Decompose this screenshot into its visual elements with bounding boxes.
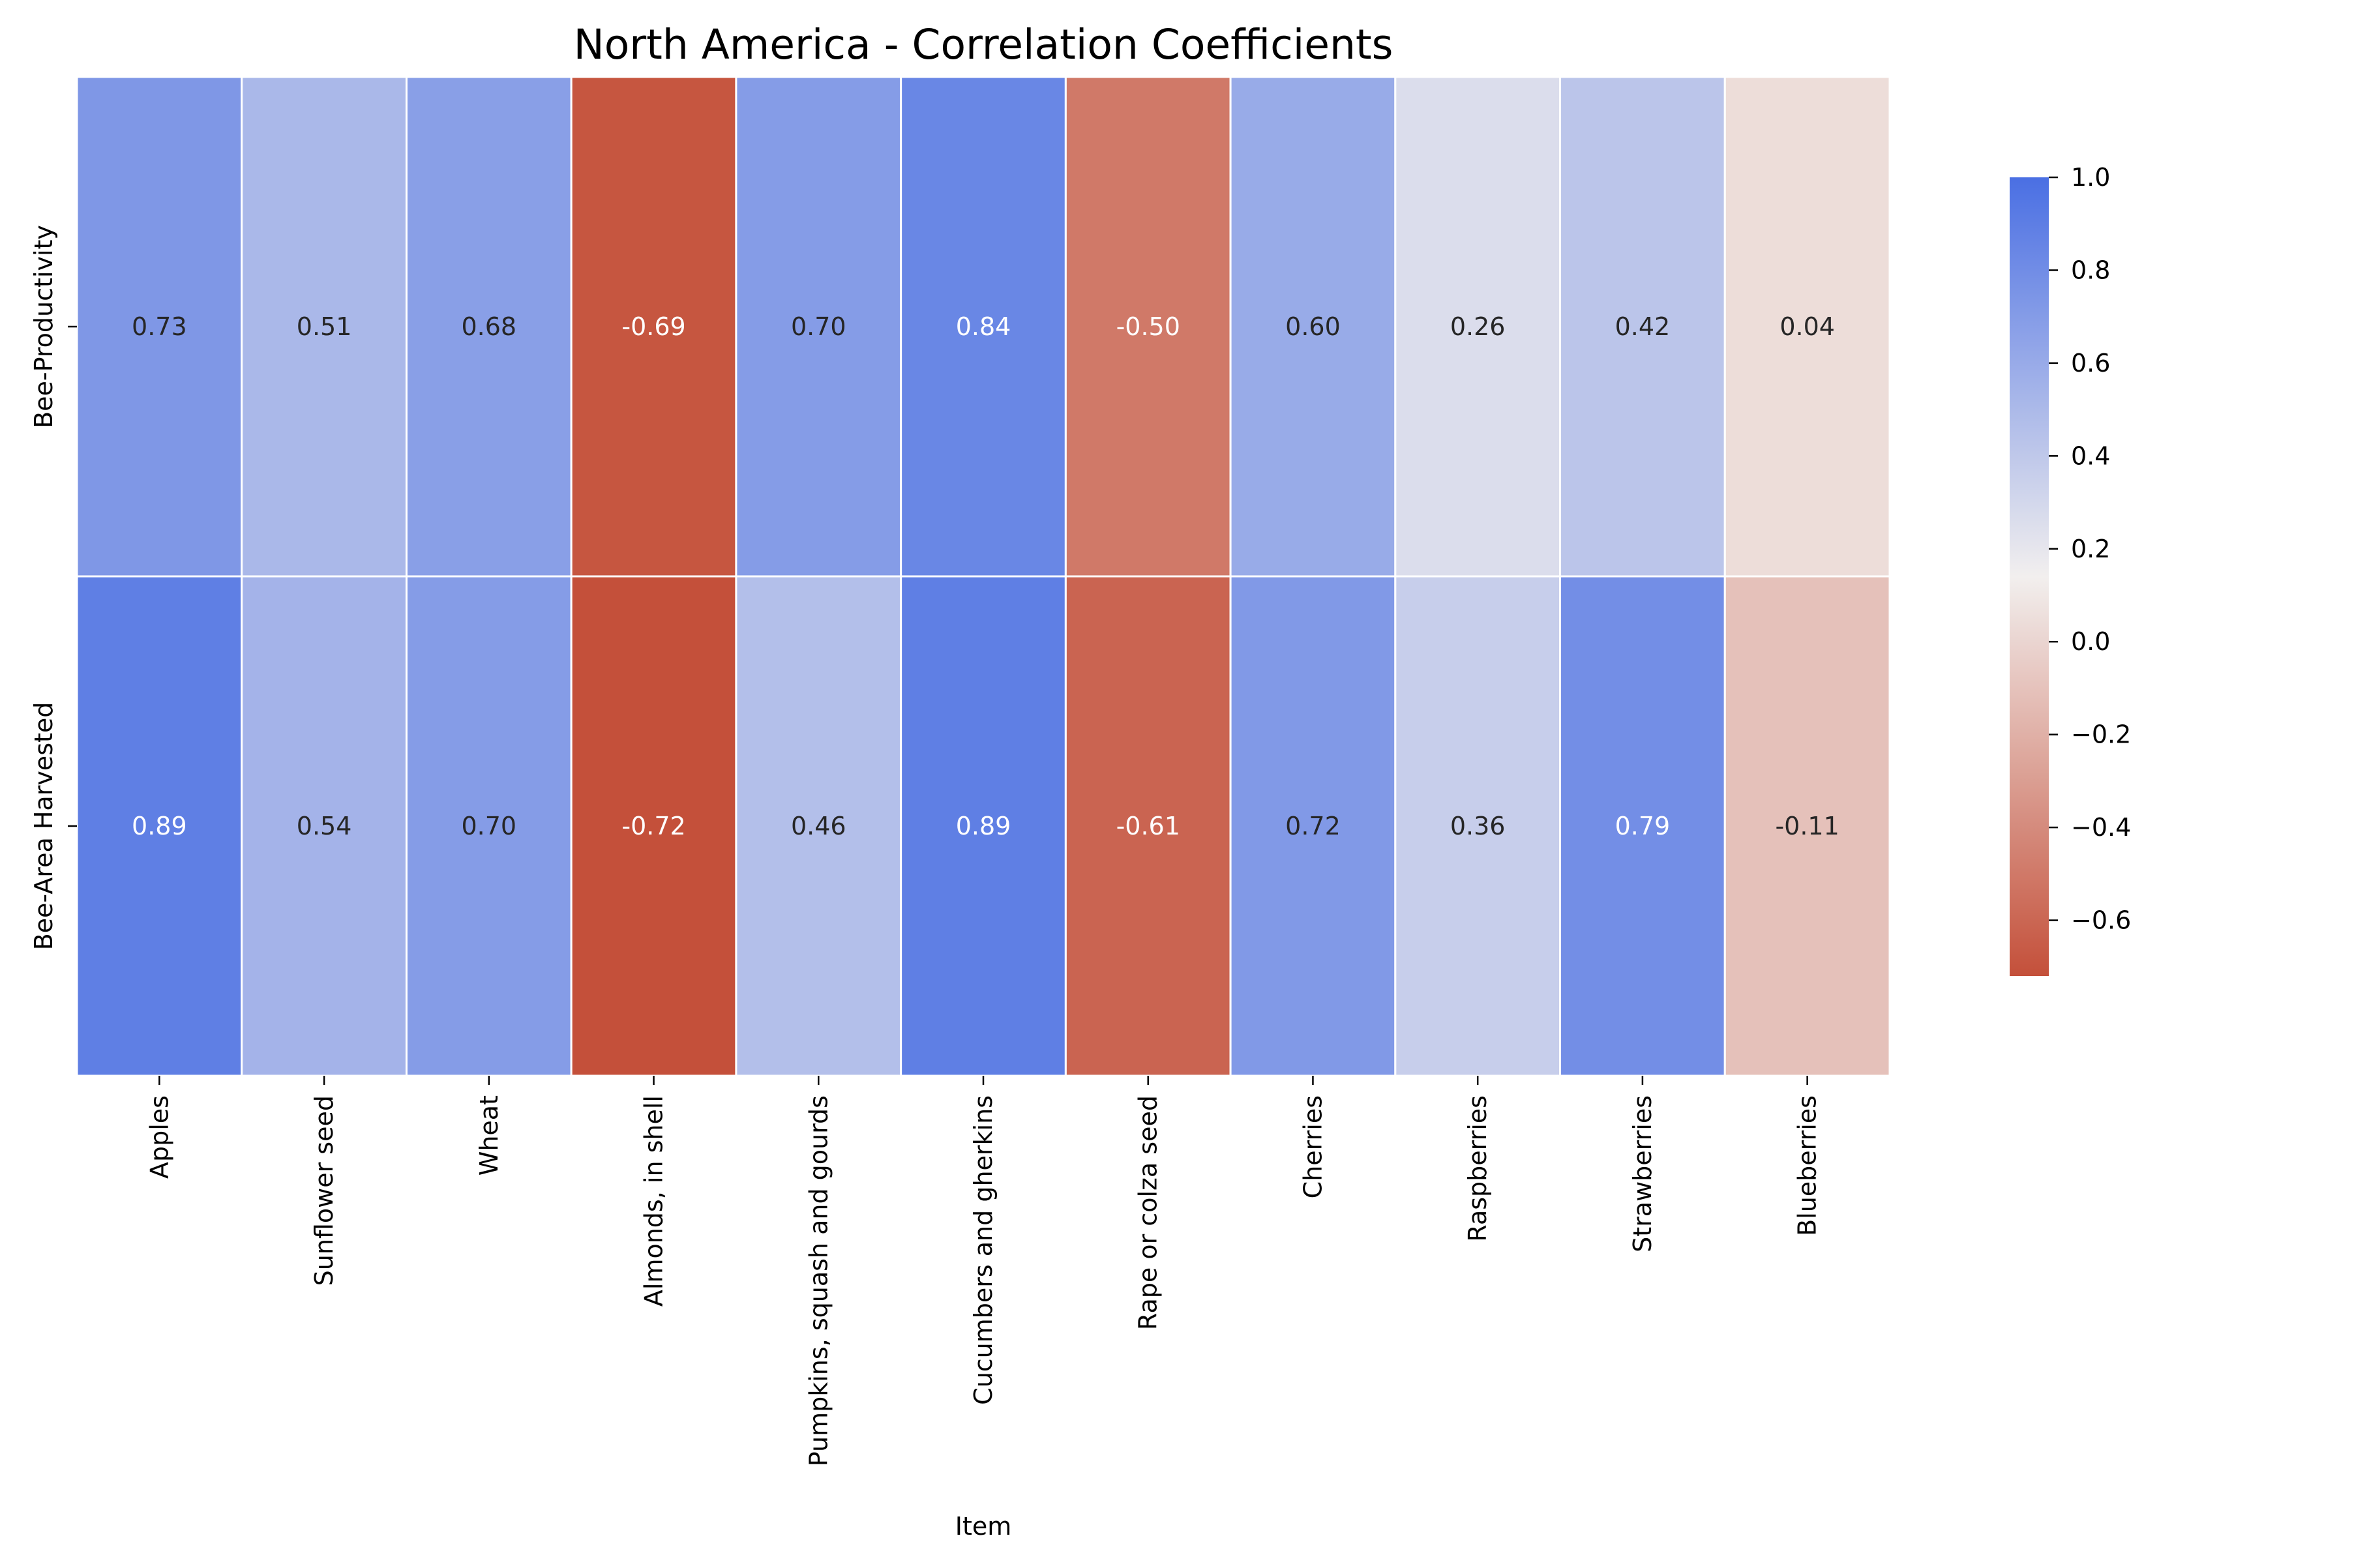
x-tick-label: Sunflower seed [310,1095,338,1286]
heatmap-cell [570,76,737,578]
cell-value-label: 0.70 [462,812,517,840]
heatmap-cell [76,575,243,1077]
y-axis: Bee-Productivity Bee-Area Harvested [29,225,77,950]
cell-value-label: -0.72 [621,812,685,840]
chart-title: North America - Correlation Coefficients [574,21,1393,68]
cell-value-label: 0.72 [1285,812,1341,840]
cell-value-label: 0.51 [297,312,352,341]
colorbar-tick-label: 0.0 [2071,627,2110,656]
heatmap-cells [76,76,1891,1077]
x-tick-label: Cherries [1298,1095,1327,1198]
cell-value-label: -0.69 [621,312,685,341]
cell-value-label: 0.73 [132,312,187,341]
x-tick-label: Rape or colza seed [1134,1095,1163,1330]
cell-value-label: 0.89 [132,812,187,840]
cell-value-label: 0.60 [1285,312,1341,341]
cell-value-label: 0.89 [956,812,1011,840]
colorbar-tick-label: 0.4 [2071,441,2110,470]
heatmap-cell [1229,76,1397,578]
y-tick-label: Bee-Productivity [29,225,58,428]
colorbar-tick-label: 0.6 [2071,349,2110,377]
heatmap-value-labels: 0.73 0.51 0.68 -0.69 0.70 0.84 -0.50 0.60 0.26 0.… [132,312,1839,840]
heatmap-cell [1229,575,1397,1077]
cell-value-label: 0.79 [1615,812,1671,840]
x-tick-label: Apples [145,1095,173,1179]
cell-value-label: -0.50 [1116,312,1180,341]
colorbar: 1.0 0.8 0.6 0.4 0.2 0.0 −0.2 −0.4 −0.6 [2010,163,2131,976]
heatmap-cell [1559,575,1726,1077]
cell-value-label: 0.84 [956,312,1011,341]
x-tick-label: Almonds, in shell [640,1095,668,1307]
heatmap-cell [1723,76,1891,578]
cell-value-label: 0.68 [462,312,517,341]
x-tick-label: Raspberries [1463,1095,1492,1242]
cell-value-label: 0.26 [1450,312,1506,341]
heatmap-cell [241,76,408,578]
heatmap-cell [1064,575,1232,1077]
colorbar-gradient [2010,177,2049,976]
heatmap-cell [570,575,737,1077]
heatmap-cell [1559,76,1726,578]
heatmap-cell [405,575,573,1077]
heatmap-cell [1723,575,1891,1077]
heatmap-cell [241,575,408,1077]
x-axis-label: Item [955,1512,1012,1541]
colorbar-tick-label: 0.8 [2071,256,2110,284]
cell-value-label: 0.46 [791,812,846,840]
x-tick-label: Pumpkins, squash and gourds [804,1095,833,1466]
x-tick-label: Blueberries [1793,1095,1822,1236]
heatmap-cell [76,76,243,578]
heatmap-cell [900,575,1067,1077]
heatmap-cell [900,76,1067,578]
colorbar-tick-label: 1.0 [2071,163,2110,192]
cell-value-label: 0.36 [1450,812,1506,840]
cell-value-label: -0.11 [1775,812,1839,840]
colorbar-tick-label: −0.6 [2071,906,2131,935]
colorbar-tick-label: −0.4 [2071,813,2131,842]
heatmap-cell [1394,575,1562,1077]
colorbar-tick-label: −0.2 [2071,720,2131,749]
x-tick-label: Wheat [475,1095,503,1176]
cell-value-label: 0.70 [791,312,846,341]
cell-value-label: 0.04 [1779,312,1835,341]
x-tick-label: Strawberries [1628,1095,1657,1252]
cell-value-label: 0.54 [297,812,352,840]
cell-value-label: -0.61 [1116,812,1180,840]
y-tick-label: Bee-Area Harvested [29,702,58,951]
x-tick-label: Cucumbers and gherkins [969,1095,998,1405]
heatmap-cell [735,76,902,578]
heatmap-cell [735,575,902,1077]
heatmap-cell [405,76,573,578]
colorbar-tick-label: 0.2 [2071,535,2110,563]
x-axis: Apples Sunflower seed Wheat Almonds, in she… [145,1076,1822,1466]
cell-value-label: 0.42 [1615,312,1671,341]
